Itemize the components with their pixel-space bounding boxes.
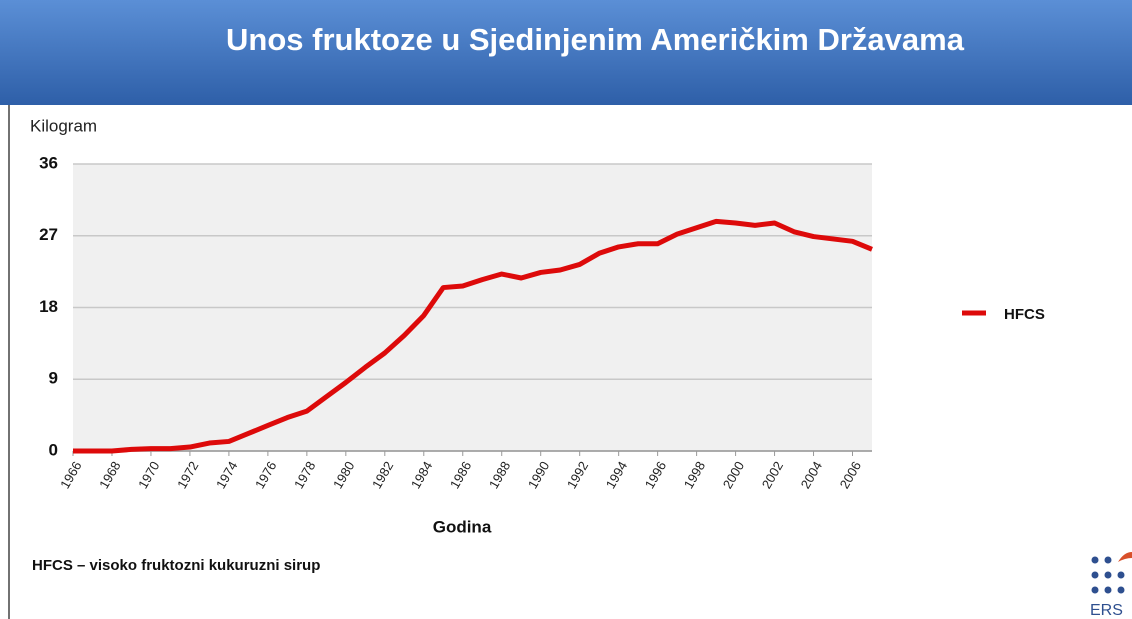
x-tick-label: 1966 bbox=[57, 459, 84, 492]
x-tick-label: 1976 bbox=[252, 459, 279, 492]
logo-dot bbox=[1104, 571, 1112, 579]
x-tick-label: 1988 bbox=[486, 459, 513, 492]
logo-dot bbox=[1117, 586, 1125, 594]
logo-dot bbox=[1091, 571, 1099, 579]
x-tick-label: 1990 bbox=[525, 459, 552, 492]
y-tick-label: 36 bbox=[39, 153, 58, 172]
x-tick-label: 1974 bbox=[213, 459, 240, 492]
header-band bbox=[0, 0, 1132, 105]
x-axis-label: Godina bbox=[433, 517, 492, 536]
x-tick-label: 1968 bbox=[96, 459, 123, 492]
logo-leaf bbox=[1118, 552, 1132, 562]
y-tick-label: 18 bbox=[39, 297, 58, 316]
logo-dot bbox=[1117, 571, 1125, 579]
logo-dot bbox=[1091, 556, 1099, 564]
y-tick-label: 0 bbox=[49, 440, 58, 459]
x-tick-label: 1992 bbox=[564, 459, 591, 492]
x-tick-label: 1972 bbox=[174, 459, 201, 492]
x-tick-label: 2000 bbox=[720, 459, 747, 492]
y-tick-label: 27 bbox=[39, 225, 58, 244]
x-tick-label: 1970 bbox=[135, 459, 162, 492]
x-tick-label: 2002 bbox=[759, 459, 786, 492]
x-tick-label: 2004 bbox=[798, 459, 825, 492]
x-tick-label: 1996 bbox=[642, 459, 669, 492]
y-tick-label: 9 bbox=[49, 369, 58, 388]
x-tick-label: 1998 bbox=[681, 459, 708, 492]
logo-dot bbox=[1091, 586, 1099, 594]
legend-label: HFCS bbox=[1004, 306, 1045, 323]
chart-title: Unos fruktoze u Sjedinjenim Američkim Dr… bbox=[226, 22, 965, 57]
y-axis-label: Kilogram bbox=[30, 116, 97, 135]
logo-text: ERS bbox=[1090, 602, 1123, 619]
x-tick-label: 1978 bbox=[291, 459, 318, 492]
logo-dot bbox=[1104, 586, 1112, 594]
x-tick-label: 1984 bbox=[408, 459, 435, 492]
x-tick-label: 1994 bbox=[603, 459, 630, 492]
x-tick-label: 1986 bbox=[447, 459, 474, 492]
x-tick-label: 2006 bbox=[837, 459, 864, 492]
x-tick-label: 1982 bbox=[369, 459, 396, 492]
footnote: HFCS – visoko fruktozni kukuruzni sirup bbox=[32, 557, 320, 574]
series-line bbox=[73, 218, 873, 454]
x-tick-label: 1980 bbox=[330, 459, 357, 492]
logo-dot bbox=[1104, 556, 1112, 564]
logo: ERS bbox=[1090, 552, 1132, 619]
